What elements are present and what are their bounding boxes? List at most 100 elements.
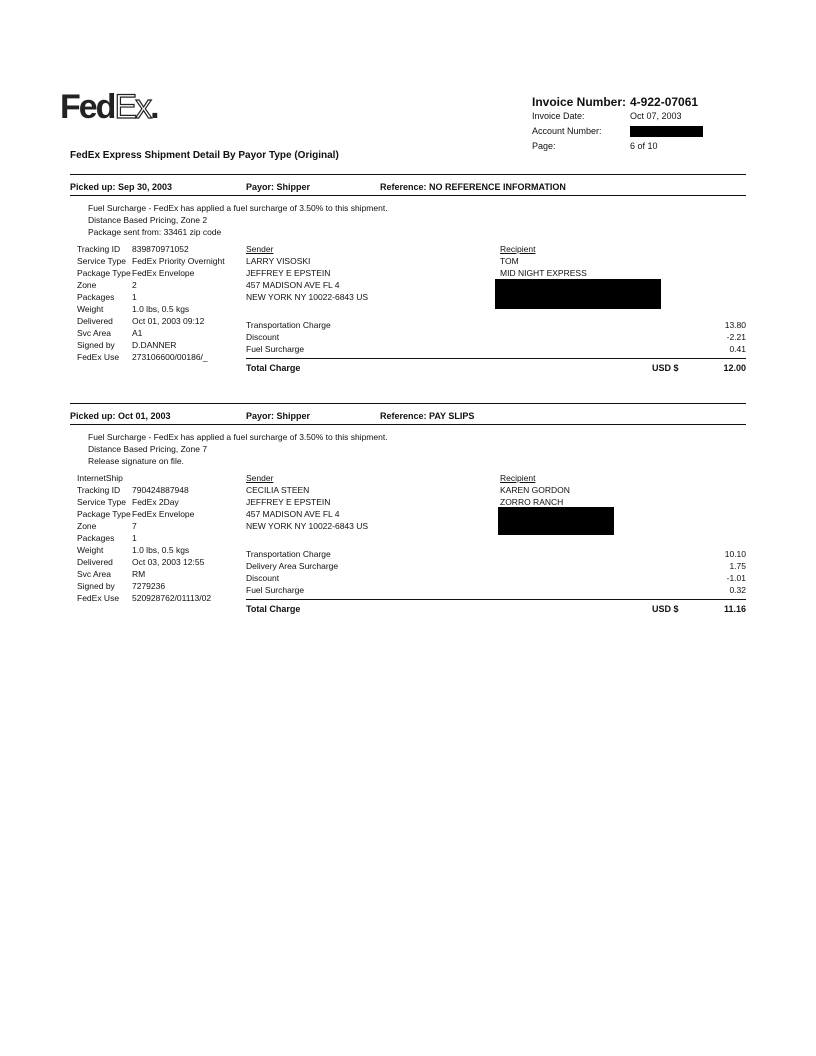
divider: [70, 403, 746, 404]
detail-label: Service Type: [77, 497, 126, 507]
charge-amount: -1.01: [726, 573, 746, 583]
detail-label: Tracking ID: [77, 244, 121, 254]
detail-value: 1: [132, 533, 137, 543]
divider: [70, 174, 746, 175]
detail-value: 790424887948: [132, 485, 189, 495]
total-charge-amount: 12.00: [723, 363, 746, 373]
charge-label: Discount: [246, 332, 280, 342]
detail-value: A1: [132, 328, 143, 338]
shipment-note: Package sent from: 33461 zip code: [88, 227, 222, 237]
sender-line: NEW YORK NY 10022-6843 US: [246, 521, 369, 531]
shipment-note: Fuel Surcharge - FedEx has applied a fue…: [88, 203, 388, 213]
detail-value: D.DANNER: [132, 340, 177, 350]
invoice-date-label: Invoice Date:: [532, 111, 585, 121]
recipient-line: TOM: [500, 256, 519, 266]
detail-label: FedEx Use: [77, 593, 120, 603]
account-number-redaction: [630, 126, 703, 137]
recipient-line: KAREN GORDON: [500, 485, 570, 495]
detail-label: Package Type: [77, 509, 131, 519]
detail-value: 1: [132, 292, 137, 302]
page-number: 6 of 10: [630, 141, 658, 151]
sender-label: Sender: [246, 244, 274, 254]
charge-label: Delivery Area Surcharge: [246, 561, 339, 571]
charge-amount: -2.21: [726, 332, 746, 342]
detail-value: 839870971052: [132, 244, 189, 254]
recipient-label: Recipient: [500, 473, 536, 483]
charge-label: Discount: [246, 573, 280, 583]
total-divider: [246, 599, 746, 600]
charge-label: Transportation Charge: [246, 320, 331, 330]
invoice-number: 4-922-07061: [630, 95, 699, 109]
detail-value: 1.0 lbs, 0.5 kgs: [132, 545, 190, 555]
recipient-label: Recipient: [500, 244, 536, 254]
detail-label: Svc Area: [77, 569, 112, 579]
page-label: Page:: [532, 141, 556, 151]
currency: USD $: [652, 363, 679, 373]
detail-label: Service Type: [77, 256, 126, 266]
detail-label: Zone: [77, 280, 97, 290]
detail-label: Svc Area: [77, 328, 112, 338]
fedex-logo: FedEx.: [60, 87, 160, 126]
detail-value: FedEx 2Day: [132, 497, 179, 507]
charge-amount: 13.80: [724, 320, 746, 330]
sender-line: JEFFREY E EPSTEIN: [246, 497, 331, 507]
detail-value: Oct 01, 2003 09:12: [132, 316, 205, 326]
detail-label: Weight: [77, 545, 104, 555]
detail-value: Oct 03, 2003 12:55: [132, 557, 205, 567]
detail-value: RM: [132, 569, 146, 579]
detail-label: Signed by: [77, 581, 115, 591]
account-number-label: Account Number:: [532, 126, 602, 136]
total-divider: [246, 358, 746, 359]
detail-label: Zone: [77, 521, 97, 531]
picked-up-date: Picked up: Oct 01, 2003: [70, 411, 171, 421]
detail-label: Package Type: [77, 268, 131, 278]
invoice-number-label: Invoice Number:: [532, 95, 627, 109]
invoice-date: Oct 07, 2003: [630, 111, 682, 121]
charge-amount: 10.10: [724, 549, 746, 559]
shipment-note: Fuel Surcharge - FedEx has applied a fue…: [88, 432, 388, 442]
charge-amount: 0.41: [729, 344, 746, 354]
recipient-address-redaction: [498, 507, 614, 535]
sender-line: LARRY VISOSKI: [246, 256, 311, 266]
detail-value: FedEx Envelope: [132, 268, 195, 278]
detail-label: Tracking ID: [77, 485, 121, 495]
detail-label: FedEx Use: [77, 352, 120, 362]
payor: Payor: Shipper: [246, 411, 311, 421]
charge-amount: 0.32: [729, 585, 746, 595]
payor: Payor: Shipper: [246, 182, 311, 192]
picked-up-date: Picked up: Sep 30, 2003: [70, 182, 173, 192]
detail-label: Packages: [77, 533, 115, 543]
detail-value: 273106600/00186/_: [132, 352, 208, 362]
detail-value: 1.0 lbs, 0.5 kgs: [132, 304, 190, 314]
charge-amount: 1.75: [729, 561, 746, 571]
recipient-address-redaction: [495, 279, 661, 309]
charge-label: Fuel Surcharge: [246, 344, 305, 354]
detail-value: FedEx Priority Overnight: [132, 256, 225, 266]
shipment-note: Distance Based Pricing, Zone 2: [88, 215, 208, 225]
sender-line: CECILIA STEEN: [246, 485, 310, 495]
internet-ship-label: InternetShip: [77, 473, 123, 483]
sender-line: JEFFREY E EPSTEIN: [246, 268, 331, 278]
detail-value: 7: [132, 521, 137, 531]
divider: [70, 424, 746, 425]
detail-value: 7279236: [132, 581, 166, 591]
shipment-note: Release signature on file.: [88, 456, 184, 466]
detail-label: Packages: [77, 292, 115, 302]
reference: Reference: NO REFERENCE INFORMATION: [380, 182, 566, 192]
currency: USD $: [652, 604, 679, 614]
detail-value: 520928762/01113/02: [132, 593, 212, 603]
detail-label: Weight: [77, 304, 104, 314]
detail-label: Delivered: [77, 557, 113, 567]
recipient-line: ZORRO RANCH: [500, 497, 564, 507]
charge-label: Transportation Charge: [246, 549, 331, 559]
detail-label: Signed by: [77, 340, 115, 350]
detail-value: FedEx Envelope: [132, 509, 195, 519]
reference: Reference: PAY SLIPS: [380, 411, 475, 421]
total-charge-amount: 11.16: [723, 604, 746, 614]
sender-label: Sender: [246, 473, 274, 483]
shipment-note: Distance Based Pricing, Zone 7: [88, 444, 208, 454]
detail-value: 2: [132, 280, 137, 290]
total-charge-label: Total Charge: [246, 604, 301, 614]
sender-line: 457 MADISON AVE FL 4: [246, 280, 340, 290]
total-charge-label: Total Charge: [246, 363, 301, 373]
